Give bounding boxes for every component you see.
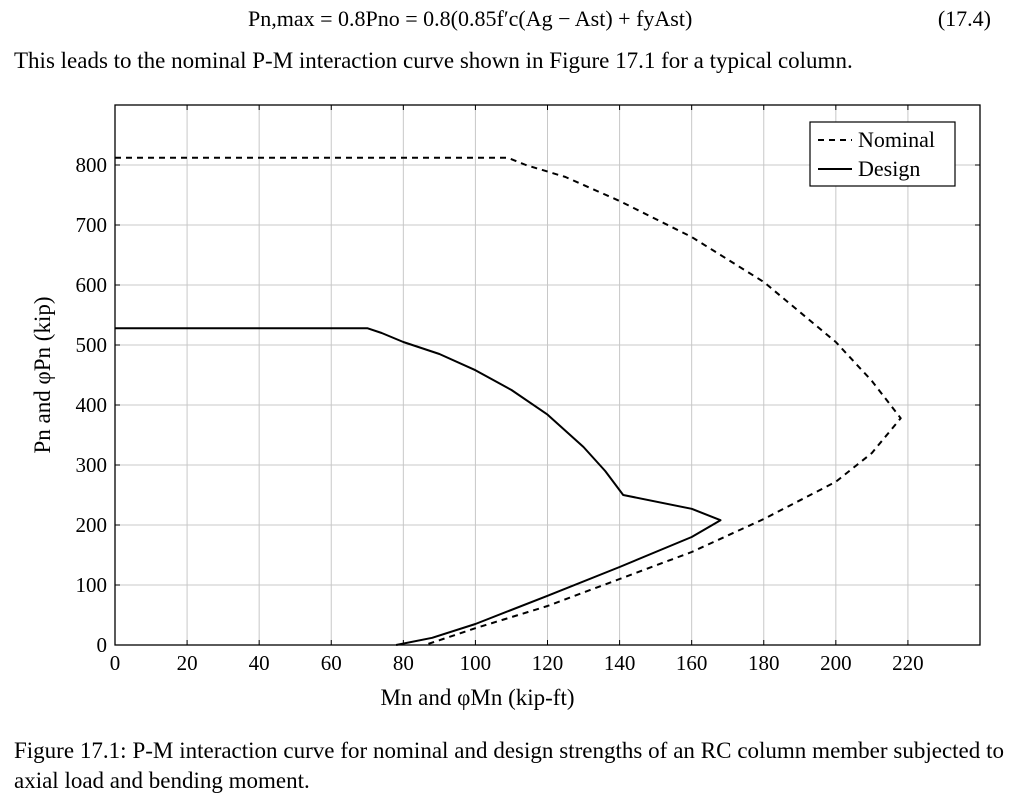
x-tick-label: 20 <box>177 651 198 675</box>
x-tick-label: 100 <box>460 651 492 675</box>
series-nominal-line <box>115 156 902 646</box>
series-design-line <box>115 327 722 646</box>
series-layer <box>115 156 902 646</box>
legend-label-nominal: Nominal <box>858 127 935 152</box>
intro-paragraph: This leads to the nominal P-M interactio… <box>14 48 853 73</box>
x-tick-label: 200 <box>820 651 852 675</box>
y-tick-label: 600 <box>76 273 108 297</box>
equation-number: (17.4) <box>937 6 991 31</box>
plot-frame <box>114 104 981 646</box>
y-axis-label: Pn and φPn (kip) <box>30 296 55 453</box>
equation-block: Pn,max = 0.8Pno = 0.8(0.85f′c(Ag − Ast) … <box>0 4 1021 38</box>
figure-caption: Figure 17.1: P-M interaction curve for n… <box>14 736 1004 796</box>
y-tick-label: 0 <box>97 633 108 657</box>
interaction-chart: 0 20 40 60 80 100 120 140 160 180 200 220 0 100 200 300… <box>30 104 981 710</box>
y-tick-label: 200 <box>76 513 108 537</box>
x-tick-label: 40 <box>249 651 270 675</box>
equation-formula: Pn,max = 0.8Pno = 0.8(0.85f′c(Ag − Ast) … <box>248 6 693 31</box>
x-tick-label: 140 <box>604 651 636 675</box>
x-tick-label: 160 <box>676 651 708 675</box>
y-tick-label: 800 <box>76 153 108 177</box>
x-tick-label: 0 <box>110 651 121 675</box>
tick-layer: 0 20 40 60 80 100 120 140 160 180 200 220 0 100 200 300… <box>76 105 980 675</box>
caption-text: P-M interaction curve for nominal and de… <box>14 738 1005 793</box>
x-tick-label: 80 <box>393 651 414 675</box>
chart-container: 0 20 40 60 80 100 120 140 160 180 200 220 0 100 200 300… <box>0 90 1021 720</box>
legend: Nominal Design <box>809 121 956 187</box>
y-tick-label: 300 <box>76 453 108 477</box>
x-tick-label: 60 <box>321 651 342 675</box>
y-tick-label: 400 <box>76 393 108 417</box>
y-tick-label: 100 <box>76 573 108 597</box>
x-tick-label: 120 <box>532 651 564 675</box>
x-tick-label: 220 <box>892 651 924 675</box>
y-tick-label: 700 <box>76 213 108 237</box>
y-tick-label: 500 <box>76 333 108 357</box>
caption-label: Figure 17.1: <box>14 738 127 763</box>
x-axis-label: Mn and φMn (kip-ft) <box>380 685 574 710</box>
legend-label-design: Design <box>858 156 920 181</box>
legend-box <box>809 121 956 187</box>
x-tick-label: 180 <box>748 651 780 675</box>
